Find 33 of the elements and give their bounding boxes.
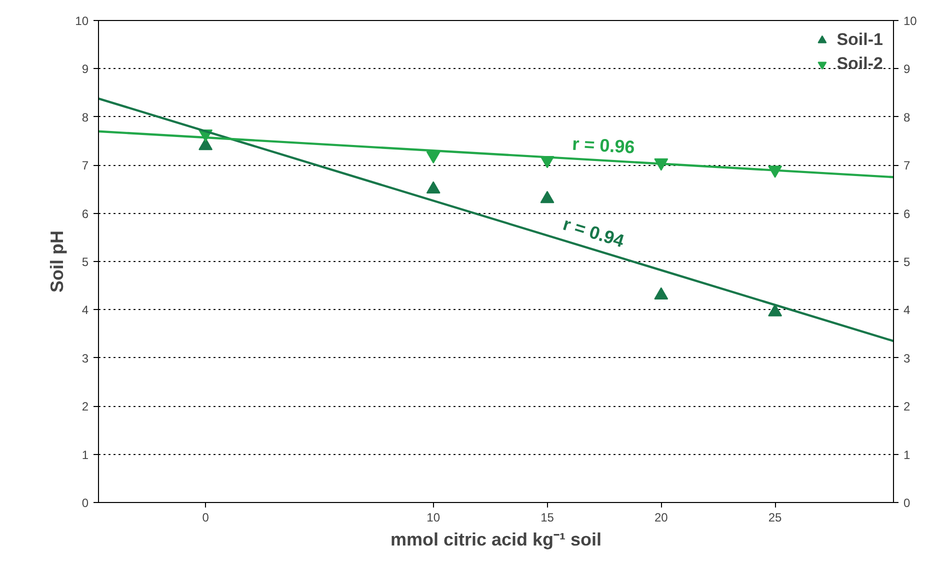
y-tick-label: 10 — [75, 14, 89, 28]
x-tick-label: 15 — [540, 510, 554, 524]
y-tick-label: 0 — [82, 496, 89, 510]
annotation: r = 0.94 — [560, 214, 626, 252]
legend-label: Soil-2 — [836, 54, 883, 74]
y-tick-label: 8 — [82, 110, 89, 124]
y-tick-label: 5 — [82, 255, 89, 269]
y2-tick-label: 9 — [904, 62, 910, 76]
y-axis-title: Soil pH — [47, 230, 68, 292]
y2-tick-label: 0 — [904, 496, 910, 510]
y2-tick-label: 10 — [904, 14, 918, 28]
x-tick-label: 20 — [654, 510, 668, 524]
x-axis-title: mmol citric acid kg⁻¹ soil — [390, 530, 602, 550]
y2-tick-label: 1 — [904, 448, 910, 462]
y-tick-label: 1 — [82, 448, 89, 462]
y2-tick-label: 4 — [904, 303, 910, 318]
y-tick-label: 4 — [82, 303, 89, 318]
y-tick-label: 9 — [82, 62, 89, 76]
y2-tick-label: 2 — [904, 400, 910, 414]
y-tick-label: 6 — [82, 206, 89, 221]
y-tick-label: 7 — [82, 158, 89, 173]
x-tick-label: 0 — [202, 510, 210, 524]
legend-label: Soil-1 — [836, 30, 883, 50]
y2-tick-label: 3 — [904, 351, 910, 366]
y-tick-label: 2 — [82, 400, 89, 414]
annotation: r = 0.96 — [572, 134, 636, 158]
y2-tick-label: 7 — [904, 158, 910, 173]
y-tick-label: 3 — [82, 351, 89, 366]
y2-tick-label: 5 — [904, 255, 910, 269]
y2-tick-label: 6 — [904, 206, 910, 221]
x-tick-label: 25 — [768, 510, 782, 524]
x-tick-label: 10 — [426, 510, 440, 524]
y2-tick-label: 8 — [904, 110, 910, 124]
